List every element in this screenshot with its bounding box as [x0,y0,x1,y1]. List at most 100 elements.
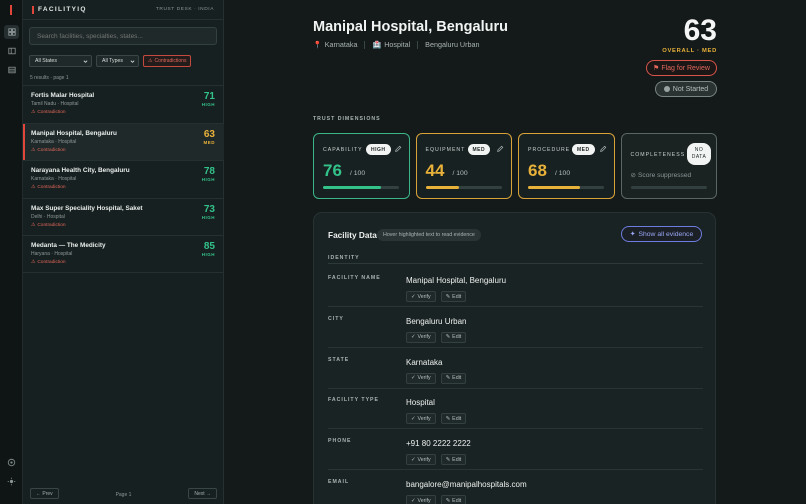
verify-button[interactable]: ✓ Verify [406,454,436,466]
card-label: PROCEDURE [528,147,571,153]
search-input[interactable] [29,27,217,45]
page-indicator: Page 1 [115,492,132,498]
card-value: 68 [528,161,547,180]
field-actions: ✓ Verify ✎ Edit [406,291,467,302]
warning-icon: ⚠ [31,185,36,191]
flag-icon: ⚑ [653,65,660,72]
field-actions: ✓ Verify ✎ Edit [406,454,467,466]
completeness-card: COMPLETENESS NO DATA ⊘ Score suppressed [620,133,717,199]
pencil-icon: ✎ [445,497,451,504]
card-value: 44 [425,161,445,180]
facility-row-selected[interactable]: Manipal Hospital, Bengaluru Karnataka · … [23,122,224,161]
verify-button[interactable]: ✓ Verify [406,291,436,302]
verify-label: Verify [417,497,431,504]
overall-score: 63 [683,14,717,47]
contradictions-filter-button[interactable]: ⚠ Contradictions [143,55,192,67]
verify-button[interactable]: ✓ Verify [406,372,436,384]
edit-button[interactable]: ✎ Edit [440,331,467,343]
contradiction-label: Contradiction [37,260,66,266]
field-value: Manipal Hospital, Bengaluru [406,276,507,285]
field-label: CITY [328,315,344,322]
nav-rail [0,0,23,504]
level-badge: MED [572,144,595,155]
facility-score: 78 [203,166,215,178]
verify-label: Verify [417,334,431,341]
field-value: Karnataka [406,357,443,367]
grid-view-button[interactable] [4,25,19,39]
edit-button[interactable]: ✎ Edit [440,372,467,384]
facility-row[interactable]: Fortis Malar Hospital Tamil Nadu · Hospi… [23,85,224,123]
divider [364,40,366,49]
check-icon: ✓ [411,497,416,504]
pencil-icon: ✎ [445,456,451,463]
facility-row[interactable]: Medanta — The Medicity Haryana · Hospita… [23,235,224,273]
facility-level: HIGH [201,177,215,183]
location-state: 📍 Karnataka [313,40,357,49]
flag-for-review-button[interactable]: ⚑ Flag for Review [646,60,717,76]
pencil-icon[interactable] [599,145,607,153]
facility-meta: Tamil Nadu · Hospital [31,101,79,107]
state-filter-value: All States [35,58,57,64]
field-label: FACILITY NAME [328,275,381,281]
panels-view-button[interactable] [4,44,19,58]
theme-icon[interactable] [7,477,16,486]
next-page-button[interactable]: Next → [188,488,217,499]
no-data-line2: DATA [691,154,707,160]
list-view-button[interactable] [4,63,19,77]
location-type: 🏥 Hospital [372,40,410,49]
trust-cards: CAPABILITY HIGH 76 / 100 EQUIPMENT MED 4… [313,133,717,199]
contradiction-badge: ⚠ Contradiction [31,148,66,153]
verify-button[interactable]: ✓ Verify [406,495,436,504]
facility-list: Fortis Malar Hospital Tamil Nadu · Hospi… [23,85,224,273]
contradiction-label: Contradiction [37,185,66,191]
facility-name: Narayana Health City, Bengaluru [31,167,130,175]
app-logo: FACILITYIQ [38,6,87,13]
facility-name: Manipal Hospital, Bengaluru [31,129,117,137]
sidebar-header: FACILITYIQ TRUST DESK · INDIA [23,0,223,20]
field-row: FACILITY NAME Manipal Hospital, Bengaluru… [328,266,703,307]
field-value: bangalore@manipalhospitals.com [406,480,527,489]
edit-button[interactable]: ✎ Edit [440,413,467,425]
prev-page-button[interactable]: ← Prev [30,488,59,499]
progress-fill [323,186,381,189]
warning-icon: ⚠ [148,58,153,64]
no-data-line1: NO [694,147,704,153]
facility-row[interactable]: Max Super Speciality Hospital, Saket Del… [23,197,224,236]
filter-bar: All States All Types ⚠ Contradictions [29,55,192,67]
list-icon [7,66,16,74]
verify-button[interactable]: ✓ Verify [406,331,436,343]
procedure-card: PROCEDURE MED 68 / 100 [518,133,615,199]
check-icon: ✓ [411,456,416,463]
edit-button[interactable]: ✎ Edit [440,495,467,504]
show-all-evidence-button[interactable]: ✦ Show all evidence [621,226,702,242]
equipment-card: EQUIPMENT MED 44 / 100 [415,133,512,199]
status-dot-icon [663,86,670,92]
settings-icon[interactable] [7,458,16,467]
warning-icon: ⚠ [31,222,36,228]
progress-bar-empty [630,186,707,189]
facility-detail: Manipal Hospital, Bengaluru 📍 Karnataka 🏥… [224,0,806,504]
field-row: STATE Karnataka ✓ Verify ✎ Edit [328,348,703,389]
edit-label: Edit [452,334,462,341]
pencil-icon: ✎ [445,375,451,382]
state-filter-select[interactable]: All States [29,55,92,67]
edit-button[interactable]: ✎ Edit [440,454,467,466]
contradiction-badge: ⚠ Contradiction [31,260,66,265]
edit-label: Edit [452,293,462,300]
panel-title: Facility Data [328,230,377,240]
sparkle-icon: ✦ [629,231,636,238]
location-district: Bengaluru Urban [425,40,479,49]
warning-icon: ⚠ [31,147,36,153]
review-status-button[interactable]: Not Started [655,81,717,97]
level-badge: MED [467,144,491,155]
type-filter-select[interactable]: All Types [96,55,139,67]
evidence-hint: Hover highlighted text to read evidence [377,229,481,241]
facility-row[interactable]: Narayana Health City, Bengaluru Karnatak… [23,160,224,198]
field-row: EMAIL bangalore@manipalhospitals.com ✓ Veri… [328,470,703,504]
pencil-icon[interactable] [394,145,402,153]
edit-button[interactable]: ✎ Edit [440,291,467,302]
district-text: Bengaluru Urban [425,40,480,49]
pencil-icon[interactable] [496,145,504,153]
verify-button[interactable]: ✓ Verify [406,413,436,425]
contradiction-badge: ⚠ Contradiction [31,223,66,228]
